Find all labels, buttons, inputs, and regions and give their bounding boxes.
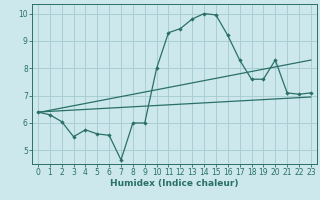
- X-axis label: Humidex (Indice chaleur): Humidex (Indice chaleur): [110, 179, 239, 188]
